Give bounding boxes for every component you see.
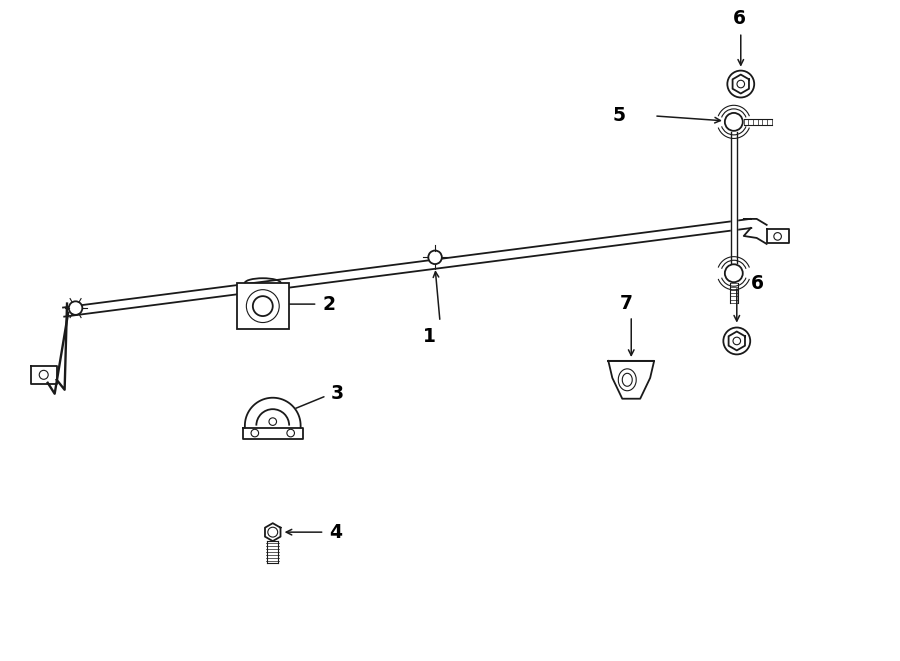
Polygon shape [31,366,57,384]
Polygon shape [729,332,745,350]
Text: 6: 6 [733,9,746,28]
Polygon shape [245,398,301,428]
Polygon shape [733,75,749,93]
Text: 7: 7 [619,293,633,313]
Polygon shape [265,524,281,541]
Text: 5: 5 [612,106,625,126]
Circle shape [724,113,742,131]
Circle shape [727,71,754,97]
Polygon shape [767,229,788,243]
FancyBboxPatch shape [237,283,289,329]
Text: 1: 1 [423,327,436,346]
Polygon shape [608,361,654,399]
Polygon shape [267,541,278,563]
Text: 3: 3 [330,384,344,403]
Circle shape [428,251,442,264]
Circle shape [724,264,742,282]
Text: 6: 6 [751,274,764,293]
Polygon shape [243,428,302,438]
Circle shape [68,301,83,315]
Polygon shape [731,132,736,263]
Text: 2: 2 [322,295,336,313]
Circle shape [253,296,273,316]
Text: 4: 4 [329,523,343,541]
Circle shape [724,327,751,354]
